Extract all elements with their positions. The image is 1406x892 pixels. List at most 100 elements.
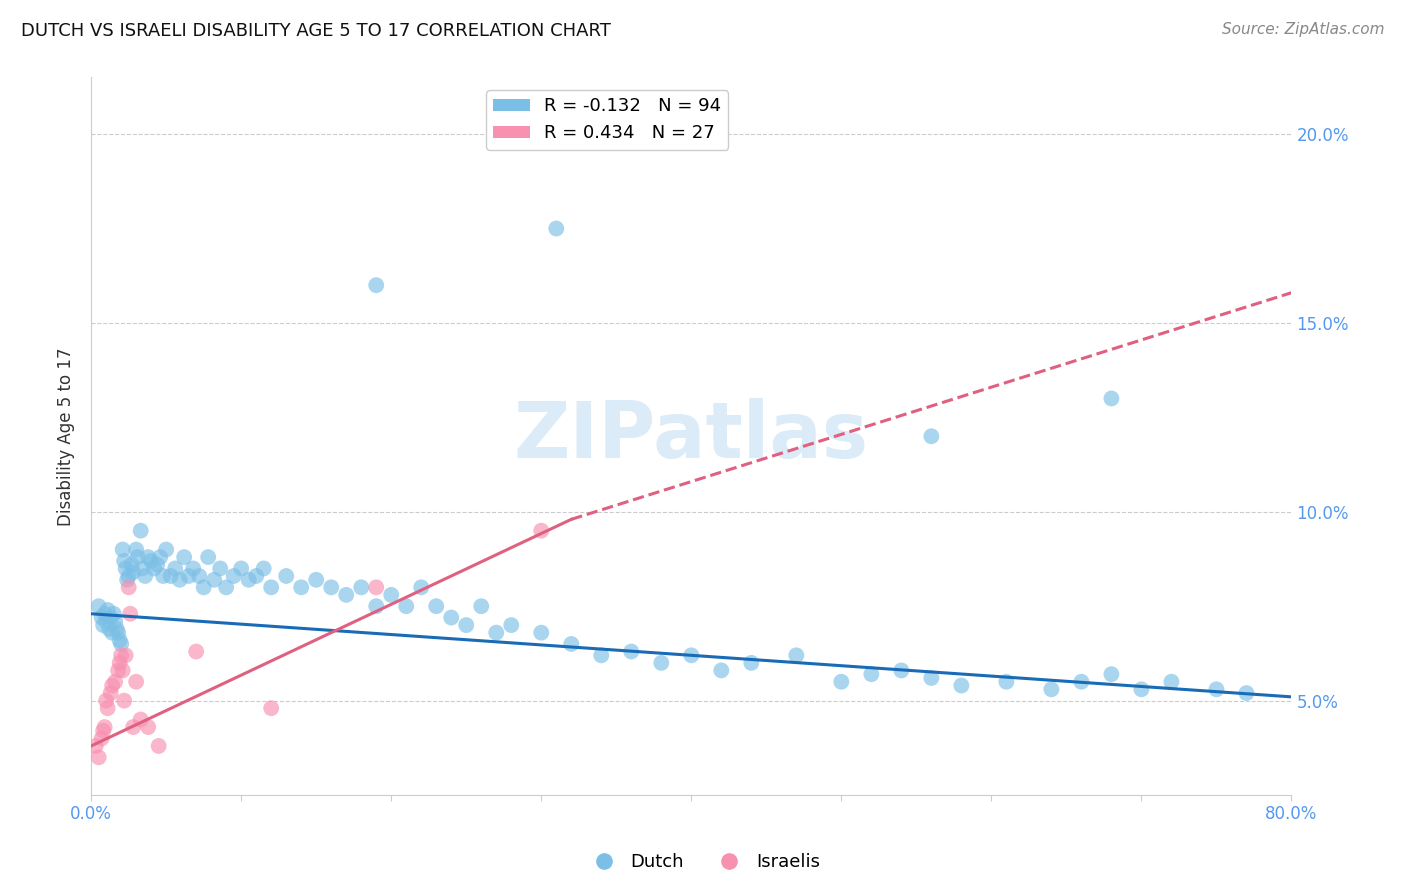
Point: [1205, 682, 1227, 697]
Point: [253, 561, 276, 575]
Point: [276, 569, 298, 583]
Point: [118, 569, 141, 583]
Point: [650, 656, 672, 670]
Point: [136, 720, 159, 734]
Point: [1070, 674, 1092, 689]
Point: [380, 588, 402, 602]
Point: [290, 580, 312, 594]
Point: [1236, 686, 1258, 700]
Point: [440, 610, 463, 624]
Point: [97, 701, 120, 715]
Point: [188, 569, 211, 583]
Point: [193, 580, 215, 594]
Point: [129, 713, 152, 727]
Point: [120, 607, 142, 621]
Point: [111, 542, 134, 557]
Point: [530, 625, 553, 640]
Point: [129, 524, 152, 538]
Point: [238, 573, 260, 587]
Point: [114, 648, 136, 663]
Point: [101, 679, 124, 693]
Point: [152, 569, 174, 583]
Point: [110, 648, 132, 663]
Point: [860, 667, 883, 681]
Point: [950, 679, 973, 693]
Point: [222, 569, 245, 583]
Point: [335, 588, 357, 602]
Point: [90, 731, 112, 746]
Point: [104, 674, 127, 689]
Point: [118, 580, 141, 594]
Point: [173, 550, 195, 565]
Point: [97, 603, 120, 617]
Point: [90, 610, 112, 624]
Point: [501, 618, 523, 632]
Point: [425, 599, 447, 614]
Point: [115, 573, 138, 587]
Point: [470, 599, 492, 614]
Legend: Dutch, Israelis: Dutch, Israelis: [578, 847, 828, 879]
Point: [169, 573, 191, 587]
Point: [87, 599, 110, 614]
Text: DUTCH VS ISRAELI DISABILITY AGE 5 TO 17 CORRELATION CHART: DUTCH VS ISRAELI DISABILITY AGE 5 TO 17 …: [21, 22, 612, 40]
Point: [1130, 682, 1153, 697]
Point: [710, 664, 733, 678]
Point: [121, 558, 143, 572]
Point: [215, 580, 238, 594]
Point: [141, 554, 163, 568]
Point: [785, 648, 807, 663]
Point: [830, 674, 852, 689]
Point: [1160, 674, 1182, 689]
Point: [125, 542, 148, 557]
Point: [96, 693, 118, 707]
Point: [112, 554, 135, 568]
Text: ZIPatlas: ZIPatlas: [513, 398, 869, 475]
Point: [108, 633, 131, 648]
Point: [84, 739, 107, 753]
Point: [591, 648, 613, 663]
Point: [350, 580, 373, 594]
Point: [1099, 667, 1122, 681]
Point: [366, 278, 388, 293]
Point: [107, 664, 129, 678]
Point: [260, 701, 283, 715]
Point: [530, 524, 553, 538]
Point: [1099, 392, 1122, 406]
Point: [148, 739, 170, 753]
Point: [366, 599, 388, 614]
Point: [91, 723, 114, 738]
Point: [995, 674, 1018, 689]
Point: [122, 720, 145, 734]
Y-axis label: Disability Age 5 to 17: Disability Age 5 to 17: [58, 347, 75, 525]
Point: [245, 569, 267, 583]
Legend: R = -0.132   N = 94, R = 0.434   N = 27: R = -0.132 N = 94, R = 0.434 N = 27: [486, 90, 728, 150]
Point: [740, 656, 762, 670]
Point: [114, 561, 136, 575]
Point: [366, 580, 388, 594]
Text: Source: ZipAtlas.com: Source: ZipAtlas.com: [1222, 22, 1385, 37]
Point: [920, 671, 942, 685]
Point: [920, 429, 942, 443]
Point: [411, 580, 433, 594]
Point: [890, 664, 912, 678]
Point: [87, 750, 110, 764]
Point: [108, 656, 131, 670]
Point: [209, 561, 232, 575]
Point: [155, 542, 177, 557]
Point: [100, 686, 122, 700]
Point: [165, 561, 187, 575]
Point: [111, 664, 134, 678]
Point: [104, 615, 127, 629]
Point: [620, 644, 643, 658]
Point: [260, 580, 283, 594]
Point: [93, 720, 115, 734]
Point: [112, 693, 135, 707]
Point: [1040, 682, 1063, 697]
Point: [231, 561, 253, 575]
Point: [122, 566, 145, 580]
Point: [305, 573, 328, 587]
Point: [125, 674, 148, 689]
Point: [107, 625, 129, 640]
Point: [103, 607, 125, 621]
Point: [546, 221, 568, 235]
